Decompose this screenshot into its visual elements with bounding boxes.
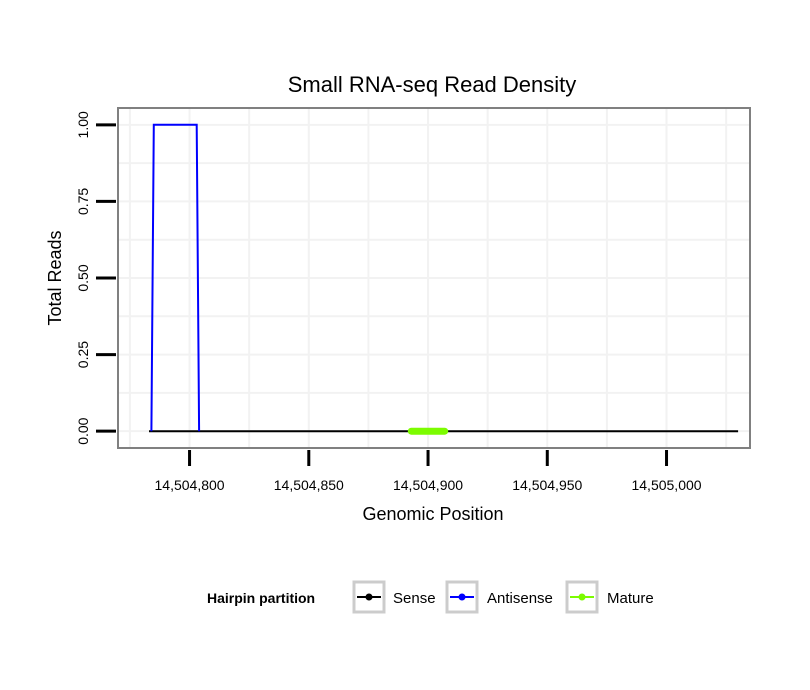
legend-title: Hairpin partition — [207, 590, 315, 606]
y-axis: 0.00 0.25 0.50 0.75 1.00 — [75, 111, 116, 445]
series-line-antisense — [150, 123, 201, 432]
series-lines — [149, 123, 739, 435]
x-axis-title: Genomic Position — [362, 504, 503, 524]
x-tick-label: 14,505,000 — [631, 477, 701, 493]
legend-dot-antisense — [458, 593, 466, 601]
gridlines — [118, 108, 750, 448]
y-tick-label: 0.50 — [75, 264, 91, 291]
legend-label-antisense: Antisense — [487, 590, 553, 607]
chart-title: Small RNA-seq Read Density — [288, 72, 577, 97]
x-axis: 14,504,800 14,504,850 14,504,900 14,504,950… — [155, 450, 702, 493]
y-tick-label: 0.00 — [75, 417, 91, 444]
x-tick-label: 14,504,950 — [512, 477, 582, 493]
legend-label-sense: Sense — [393, 590, 436, 607]
y-tick-label: 1.00 — [75, 111, 91, 138]
y-axis-title: Total Reads — [45, 230, 65, 325]
y-tick-label: 0.75 — [75, 188, 91, 215]
legend-label-mature: Mature — [607, 590, 654, 607]
legend: Hairpin partition Sense Antisense Mature — [207, 580, 654, 614]
x-tick-label: 14,504,800 — [155, 477, 225, 493]
x-tick-label: 14,504,900 — [393, 477, 463, 493]
x-tick-label: 14,504,850 — [274, 477, 344, 493]
plot-border — [117, 107, 751, 449]
y-tick-label: 0.25 — [75, 341, 91, 368]
legend-dot-mature — [578, 593, 586, 601]
legend-dot-sense — [365, 593, 373, 601]
